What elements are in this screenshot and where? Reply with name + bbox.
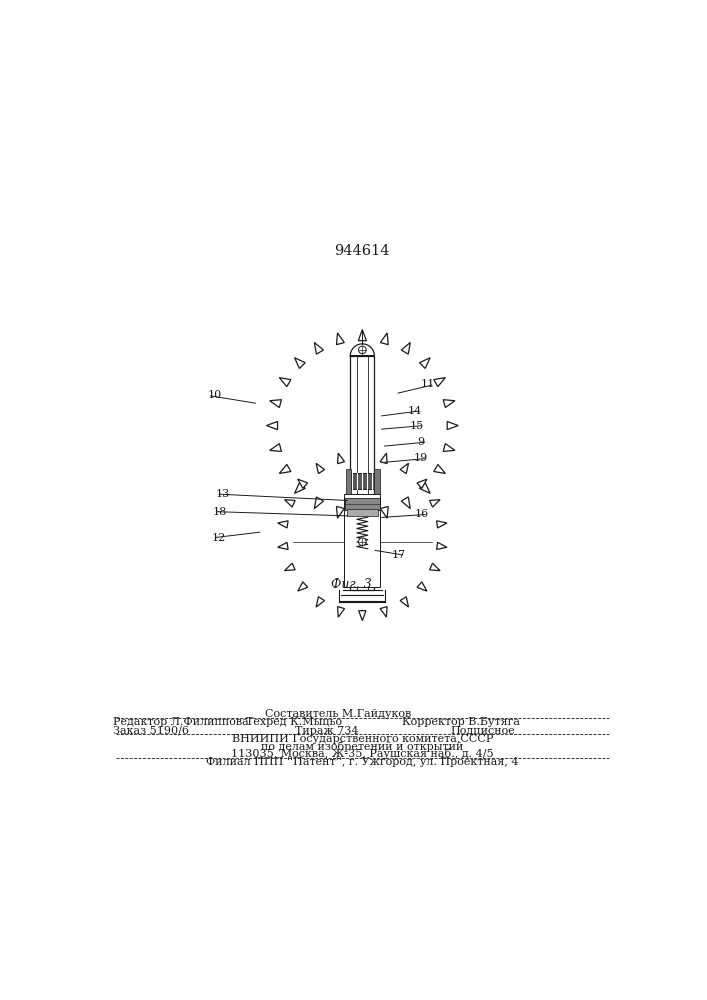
Polygon shape [430, 500, 440, 507]
Polygon shape [278, 542, 288, 549]
Polygon shape [350, 344, 375, 356]
Polygon shape [316, 597, 325, 607]
Text: по делам изобретений и открытий: по делам изобретений и открытий [261, 741, 464, 752]
Polygon shape [358, 450, 366, 460]
Polygon shape [298, 479, 308, 488]
Bar [347, 473, 378, 489]
Text: Корректор В.Бутяга: Корректор В.Бутяга [402, 717, 520, 727]
Text: 10: 10 [207, 390, 221, 400]
Text: Техред К.Мыцьо: Техред К.Мыцьо [246, 717, 342, 727]
Text: Филиал ППП ''Патент'', г. Ужгород, ул. Проектная, 4: Филиал ППП ''Патент'', г. Ужгород, ул. П… [206, 757, 519, 767]
Bar [344, 494, 380, 587]
Polygon shape [269, 400, 281, 408]
Polygon shape [400, 597, 409, 607]
Polygon shape [278, 521, 288, 528]
Polygon shape [417, 479, 427, 488]
Polygon shape [316, 463, 325, 474]
Polygon shape [298, 582, 308, 591]
Polygon shape [269, 444, 281, 451]
Polygon shape [285, 500, 295, 507]
Polygon shape [419, 483, 430, 493]
Text: 12: 12 [211, 533, 226, 543]
Polygon shape [400, 463, 409, 474]
Polygon shape [337, 506, 344, 518]
Polygon shape [358, 510, 366, 521]
Circle shape [358, 538, 366, 546]
Text: 17: 17 [392, 550, 406, 560]
Polygon shape [279, 378, 291, 387]
Polygon shape [285, 563, 295, 571]
Polygon shape [447, 421, 458, 430]
Polygon shape [267, 421, 278, 430]
Text: 11: 11 [421, 379, 436, 389]
Polygon shape [402, 343, 410, 354]
Bar [350, 356, 375, 590]
Polygon shape [358, 611, 366, 621]
Text: 9: 9 [417, 437, 424, 447]
Polygon shape [419, 358, 430, 368]
Text: Заказ 5190/6: Заказ 5190/6 [113, 726, 189, 736]
Polygon shape [402, 497, 410, 509]
Text: Подписное: Подписное [450, 726, 515, 736]
Text: 18: 18 [213, 507, 227, 517]
Text: 944614: 944614 [334, 244, 390, 258]
Bar [346, 469, 351, 494]
Circle shape [287, 460, 438, 611]
Text: Редактор Л.Филиппова: Редактор Л.Филиппова [112, 717, 248, 727]
Text: 14: 14 [407, 406, 421, 416]
Text: 15: 15 [410, 421, 424, 431]
Polygon shape [380, 607, 387, 617]
Text: ВНИИПИ Государственного комитета,СССР: ВНИИПИ Государственного комитета,СССР [232, 734, 493, 744]
Text: Фиг. 3: Фиг. 3 [331, 578, 372, 591]
Polygon shape [337, 333, 344, 345]
Polygon shape [295, 483, 305, 493]
Polygon shape [380, 333, 388, 345]
Text: 113035, Москва, Ж-35, Раушская наб., д. 4/5: 113035, Москва, Ж-35, Раушская наб., д. … [231, 748, 493, 759]
Polygon shape [430, 563, 440, 571]
Text: Составитель М.Гайдуков: Составитель М.Гайдуков [264, 709, 411, 719]
Polygon shape [358, 330, 366, 341]
Circle shape [358, 346, 366, 354]
Polygon shape [380, 506, 388, 518]
Polygon shape [380, 453, 387, 464]
Polygon shape [437, 542, 447, 549]
Polygon shape [295, 358, 305, 368]
Bar [347, 509, 378, 516]
Polygon shape [443, 400, 455, 408]
Text: Тираж 734: Тираж 734 [295, 726, 358, 736]
Polygon shape [417, 582, 427, 591]
Polygon shape [434, 378, 445, 387]
Circle shape [277, 341, 448, 510]
Polygon shape [434, 464, 445, 473]
Text: 16: 16 [414, 509, 428, 519]
Polygon shape [443, 444, 455, 451]
Text: 19: 19 [414, 453, 428, 463]
Polygon shape [315, 497, 323, 509]
Text: 13: 13 [216, 489, 230, 499]
Polygon shape [315, 343, 323, 354]
Polygon shape [437, 521, 447, 528]
Bar [375, 469, 380, 494]
Polygon shape [279, 464, 291, 473]
Polygon shape [337, 607, 344, 617]
Bar [345, 498, 380, 510]
Polygon shape [337, 453, 344, 464]
